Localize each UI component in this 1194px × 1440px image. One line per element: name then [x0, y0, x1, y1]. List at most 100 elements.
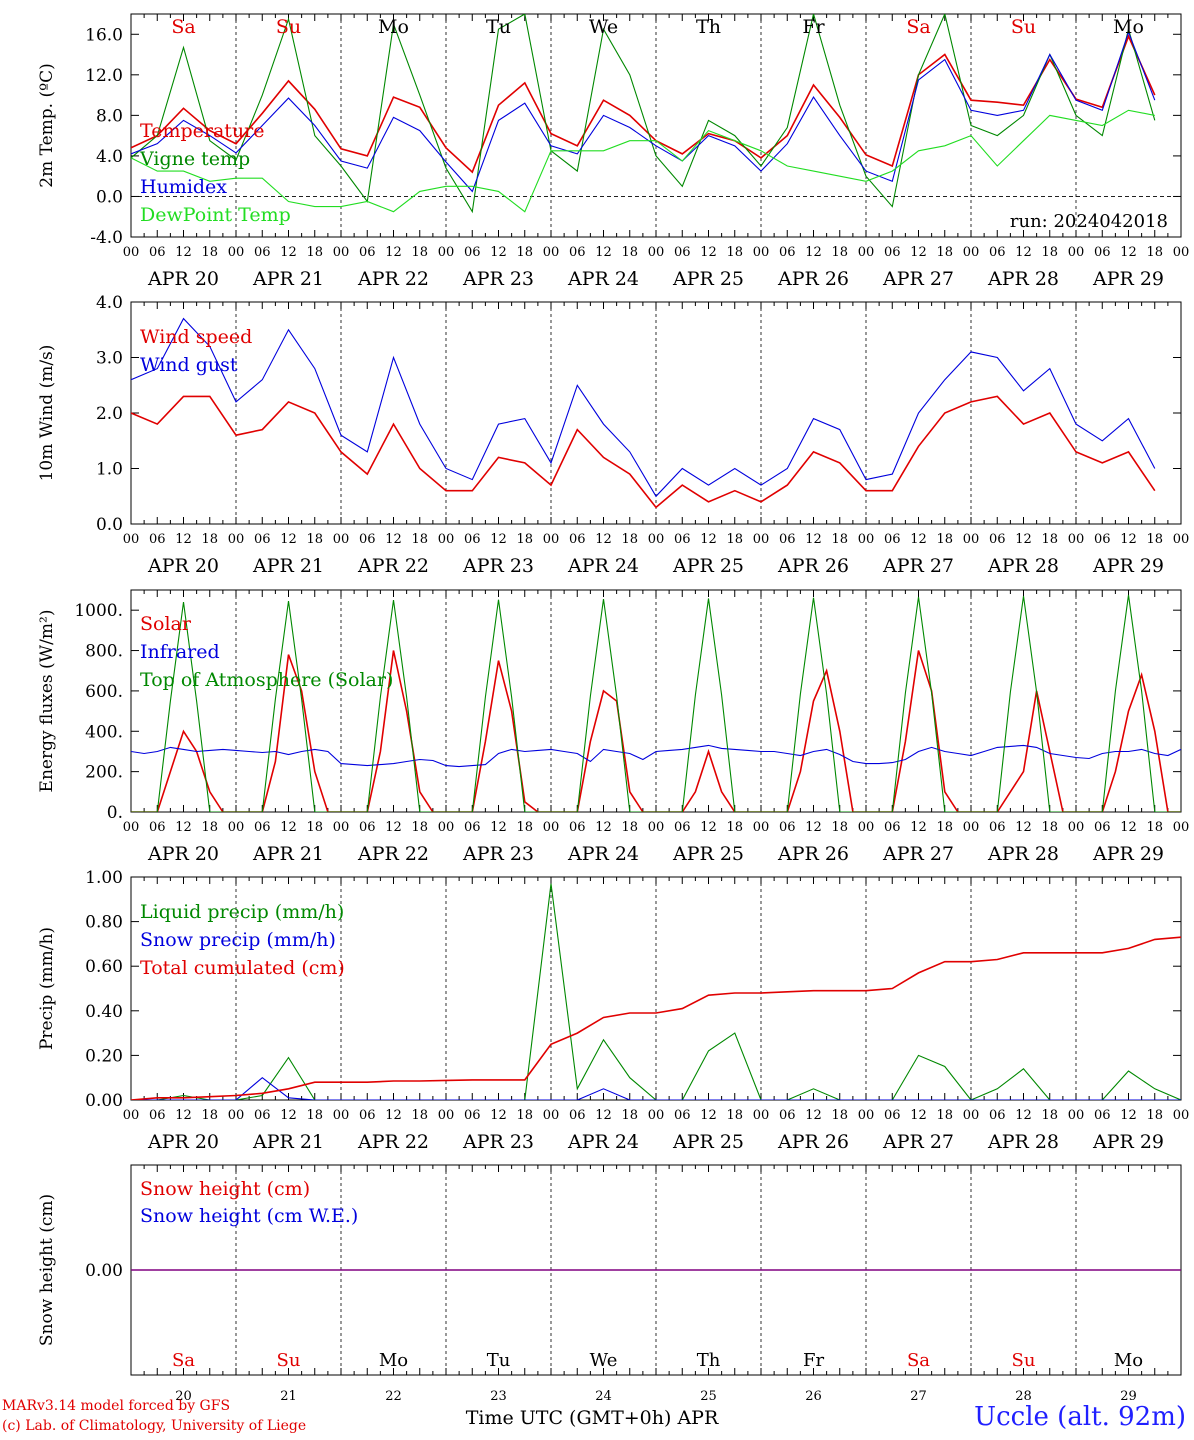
- hour-tick-label: 00: [228, 532, 245, 547]
- series-line-snow-precip-mm-h-: [131, 1076, 1181, 1100]
- hour-tick-label: 18: [621, 532, 638, 547]
- hour-tick-label: 06: [149, 1108, 166, 1123]
- hour-tick-label: 00: [228, 820, 245, 835]
- hour-tick-label: 00: [753, 245, 770, 260]
- hour-tick-label: 06: [884, 532, 901, 547]
- hour-tick-label: 00: [1173, 1108, 1190, 1123]
- legend-entry: Wind speed: [140, 326, 252, 348]
- panel-temp: -4.0 0.0 4.0 8.0 12.0 16.0 2m Temp. (ºC) Temper…: [37, 13, 1189, 290]
- hour-tick-label: 12: [805, 820, 822, 835]
- hour-tick-label: 06: [674, 532, 691, 547]
- hour-tick-label: 12: [1120, 1108, 1137, 1123]
- hour-tick-label: 18: [516, 245, 533, 260]
- day-label: APR 28: [987, 843, 1059, 865]
- hour-tick-label: 18: [201, 245, 218, 260]
- hour-tick-label: 06: [779, 532, 796, 547]
- hour-tick-label: 18: [621, 1108, 638, 1123]
- hour-tick-label: 06: [254, 532, 271, 547]
- hour-tick-label: 18: [516, 532, 533, 547]
- hour-tick-label: 00: [123, 245, 140, 260]
- hour-tick-label: 00: [123, 1108, 140, 1123]
- hour-tick-label: 18: [1146, 245, 1163, 260]
- series-line-total-cumulated-cm-: [131, 936, 1181, 1100]
- day-label: APR 28: [987, 268, 1059, 290]
- run-label: run: 2024042018: [1010, 211, 1168, 232]
- hour-tick-label: 18: [1041, 820, 1058, 835]
- y-tick-label: 0.0: [96, 515, 123, 535]
- hour-tick-label: 12: [1015, 1108, 1032, 1123]
- hour-tick-label: 00: [753, 1108, 770, 1123]
- hour-tick-label: 12: [385, 820, 402, 835]
- hour-tick-label: 00: [333, 532, 350, 547]
- hour-tick-label: 00: [1068, 1108, 1085, 1123]
- hour-tick-label: 06: [674, 820, 691, 835]
- legend-entry: Temperature: [140, 120, 264, 142]
- hour-tick-label: 00: [858, 1108, 875, 1123]
- hour-tick-label: 00: [438, 245, 455, 260]
- hour-tick-label: 06: [1094, 245, 1111, 260]
- hour-tick-label: 18: [201, 820, 218, 835]
- weekday-label: Tu: [487, 1350, 511, 1371]
- y-tick-label: 1.00: [85, 868, 123, 888]
- y-tick-label: 3.0: [96, 349, 123, 369]
- hour-tick-label: 12: [1120, 532, 1137, 547]
- day-number-label: 23: [490, 1389, 507, 1404]
- hour-tick-label: 12: [490, 245, 507, 260]
- day-label: APR 23: [462, 555, 534, 577]
- y-tick-label: 4.0: [96, 293, 123, 313]
- hour-tick-label: 12: [490, 532, 507, 547]
- legend-entry: Humidex: [140, 176, 227, 198]
- hour-tick-label: 12: [910, 1108, 927, 1123]
- hour-tick-label: 00: [543, 532, 560, 547]
- legend-entry: Top of Atmosphere (Solar): [140, 669, 393, 691]
- hour-tick-label: 12: [805, 1108, 822, 1123]
- y-tick-label: 0.00: [85, 1261, 123, 1281]
- hour-tick-label: 06: [779, 1108, 796, 1123]
- hour-tick-label: 06: [989, 820, 1006, 835]
- panel-precip: 0.00 0.20 0.40 0.60 0.80 1.00 Precip (mm/h) Liq…: [37, 868, 1189, 1153]
- hour-tick-label: 06: [1094, 1108, 1111, 1123]
- weekday-label: Mo: [1114, 1350, 1143, 1371]
- hour-tick-label: 18: [1146, 820, 1163, 835]
- day-label: APR 29: [1092, 843, 1164, 865]
- hour-tick-label: 18: [1146, 532, 1163, 547]
- hour-tick-label: 12: [280, 820, 297, 835]
- hour-tick-label: 18: [411, 532, 428, 547]
- hour-tick-label: 12: [385, 1108, 402, 1123]
- series-line-solar: [131, 650, 1181, 812]
- hour-tick-label: 12: [910, 532, 927, 547]
- hour-tick-label: 00: [963, 532, 980, 547]
- y-tick-label: 0.80: [85, 913, 123, 933]
- hour-tick-label: 12: [1015, 820, 1032, 835]
- weekday-label: Mo: [379, 1350, 408, 1371]
- hour-tick-label: 06: [674, 245, 691, 260]
- hour-tick-label: 00: [648, 1108, 665, 1123]
- hour-tick-label: 00: [543, 820, 560, 835]
- hour-tick-label: 06: [569, 245, 586, 260]
- day-number-label: 27: [910, 1389, 927, 1404]
- hour-tick-label: 18: [936, 245, 953, 260]
- weekday-label: Su: [1012, 1350, 1036, 1371]
- hour-tick-label: 00: [753, 532, 770, 547]
- hour-tick-label: 06: [779, 245, 796, 260]
- day-label: APR 27: [882, 555, 954, 577]
- weekday-label: We: [589, 16, 618, 38]
- legend-entry: Snow height (cm W.E.): [140, 1205, 358, 1227]
- y-tick-label: 0.20: [85, 1046, 123, 1066]
- day-label: APR 25: [672, 268, 744, 290]
- hour-tick-label: 00: [963, 1108, 980, 1123]
- hour-tick-label: 18: [1041, 245, 1058, 260]
- day-label: APR 21: [252, 1131, 324, 1153]
- day-label: APR 24: [567, 1131, 639, 1153]
- hour-tick-label: 06: [359, 245, 376, 260]
- hour-tick-label: 06: [359, 532, 376, 547]
- hour-tick-label: 12: [700, 820, 717, 835]
- hour-tick-label: 00: [1068, 532, 1085, 547]
- y-axis-label: Snow height (cm): [37, 1194, 57, 1346]
- hour-tick-label: 00: [123, 532, 140, 547]
- day-label: APR 26: [777, 555, 849, 577]
- hour-tick-label: 00: [228, 245, 245, 260]
- hour-tick-label: 06: [254, 820, 271, 835]
- y-axis-label: 10m Wind (m/s): [37, 345, 57, 482]
- hour-tick-label: 18: [726, 245, 743, 260]
